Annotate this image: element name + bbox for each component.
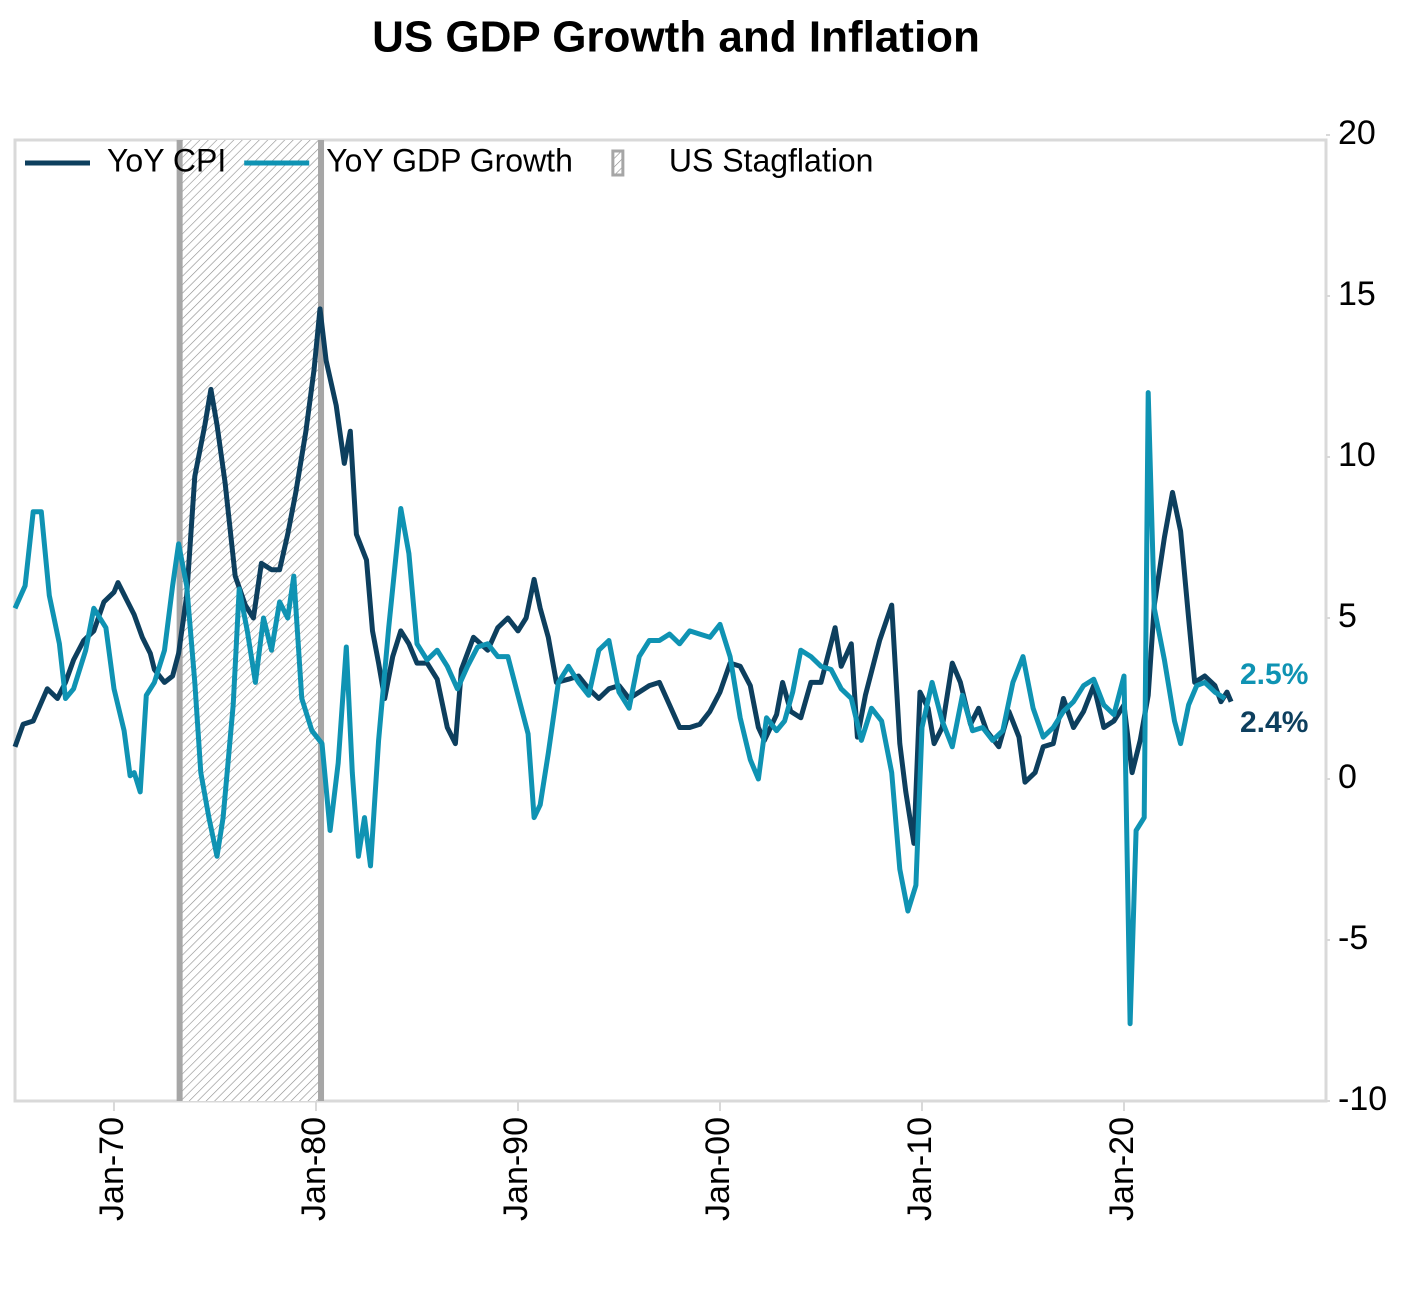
shaded-region bbox=[179, 140, 322, 1101]
y-tick-label: 20 bbox=[1338, 114, 1376, 152]
y-tick-label: -10 bbox=[1338, 1080, 1387, 1118]
x-tick-label: Jan-80 bbox=[295, 1117, 333, 1221]
x-tick-label: Jan-10 bbox=[901, 1117, 939, 1221]
y-tick-label: 10 bbox=[1338, 436, 1376, 474]
legend-label: US Stagflation bbox=[669, 142, 874, 178]
x-tick-label: Jan-20 bbox=[1103, 1117, 1141, 1221]
y-tick-label: 0 bbox=[1338, 758, 1357, 796]
legend-label: YoY CPI bbox=[107, 142, 226, 178]
plot-frame bbox=[13, 138, 1328, 1103]
legend-swatch bbox=[611, 149, 625, 177]
legend: YoY CPI YoY GDP Growth US Stagflation bbox=[25, 142, 873, 178]
x-tick-label: Jan-00 bbox=[699, 1117, 737, 1221]
series-line bbox=[12, 306, 1234, 846]
chart-title: US GDP Growth and Inflation bbox=[372, 13, 980, 62]
y-tick-label: 5 bbox=[1338, 597, 1357, 635]
end-label: 2.5% bbox=[1240, 658, 1308, 691]
y-tick-label: 15 bbox=[1338, 275, 1376, 313]
y-tick-label: -5 bbox=[1338, 919, 1368, 957]
legend-label: YoY GDP Growth bbox=[326, 142, 573, 178]
end-label: 2.4% bbox=[1240, 706, 1308, 739]
series-line bbox=[12, 390, 1227, 1027]
x-tick-label: Jan-90 bbox=[497, 1117, 535, 1221]
x-tick-label: Jan-70 bbox=[93, 1117, 131, 1221]
